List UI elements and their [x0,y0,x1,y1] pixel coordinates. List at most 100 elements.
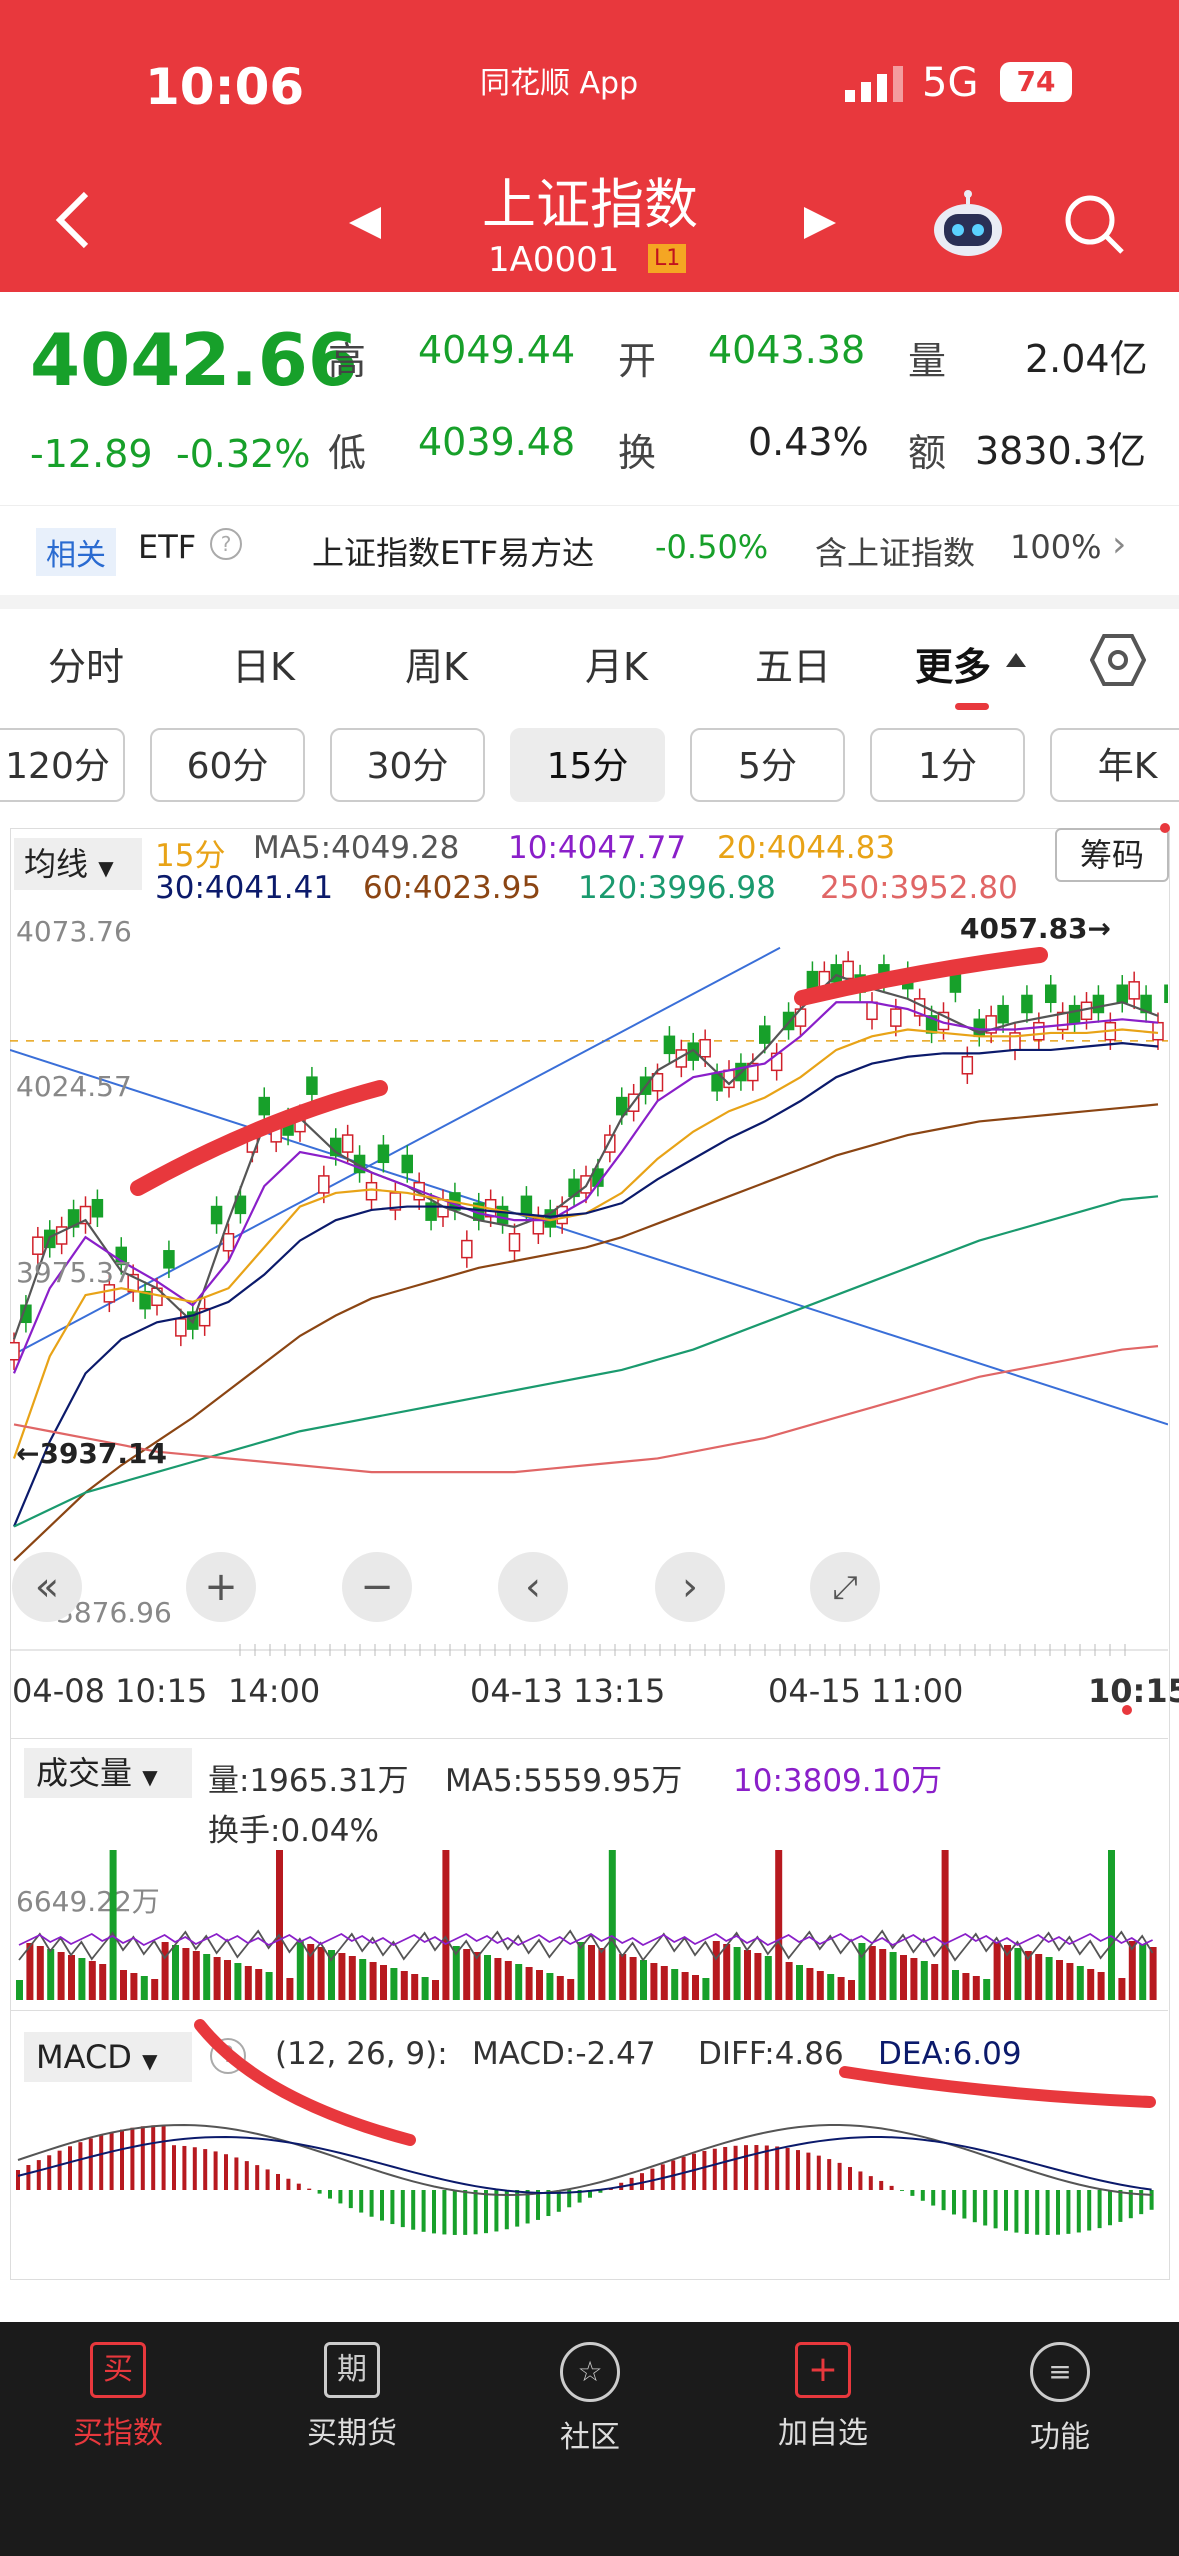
macd-bar [515,2190,520,2227]
volume-bar [57,1952,65,2000]
interval-15m[interactable]: 15分 [510,728,665,802]
nav-add-watchlist[interactable]: + 加自选 [743,2342,903,2452]
nav-buy-futures[interactable]: 期 买期货 [272,2342,432,2452]
prev-index-button[interactable] [345,203,385,247]
volume-chart[interactable] [10,1810,1168,2000]
macd-bar [307,2188,312,2190]
volume-bar [130,1973,138,2000]
macd-bar [1149,2190,1154,2210]
related-etf-bar[interactable]: 相关 ETF ? 上证指数ETF易方达 -0.50% 含上证指数 100% › [0,505,1179,594]
nav-community[interactable]: ☆ 社区 [510,2342,670,2456]
help-icon[interactable]: ? [210,2038,246,2074]
volume-bar [296,1941,304,2000]
volume-bar [712,1941,720,2000]
volume-bar [692,1975,699,2000]
volume-bar [723,1944,731,2000]
live-dot [1122,1705,1132,1715]
macd-bar [36,2160,41,2190]
help-icon[interactable]: ? [210,528,242,560]
candle-body [1021,994,1033,1014]
macd-bar [556,2190,561,2212]
chip-button[interactable]: 筹码 [1055,828,1169,882]
interval-60m[interactable]: 60分 [150,728,305,802]
macd-bar [16,2170,20,2190]
back-button[interactable] [52,190,92,254]
interval-120m[interactable]: 120分 [0,728,125,802]
fullscreen-icon[interactable]: ⤢ [810,1552,880,1622]
volume-bar [109,1850,117,2000]
search-icon[interactable] [1062,192,1126,260]
macd-bar [328,2190,332,2199]
volume-bar [681,1972,689,2000]
zoom-in-icon[interactable]: + [186,1552,256,1622]
tab-more[interactable]: 更多 [915,645,992,689]
volume-select[interactable]: 成交量 ▼ [24,1748,192,1798]
candle-body [806,970,819,990]
assistant-robot-icon[interactable] [930,190,1006,264]
candlestick-chart[interactable] [10,905,1168,1635]
volume-bar [556,1976,564,2000]
interval-yearly-k[interactable]: 年K [1050,728,1179,802]
tab-daily-k[interactable]: 日K [232,645,295,689]
macd-select[interactable]: MACD ▼ [24,2032,192,2082]
volume-bar [317,1947,325,2000]
nav-functions[interactable]: ≡ 功能 [980,2342,1140,2456]
divider [0,595,1179,609]
interval-30m[interactable]: 30分 [330,728,485,802]
macd-bar [910,2190,915,2196]
candle-body [747,1062,759,1082]
tab-weekly-k[interactable]: 周K [405,645,468,689]
app-header: 10:06 同花顺 App 5G 74 上证指数 1A0001 L1 [0,0,1179,292]
volume-bar [931,1964,939,2000]
volume-bar [276,1850,283,2000]
diff-line [17,2124,1152,2196]
volume-bar [1035,1954,1043,2000]
macd-bar [993,2190,998,2229]
volume-bar [1014,1948,1022,2000]
macd-bar [744,2145,748,2190]
volume-bar [244,1966,252,2000]
rewind-icon[interactable]: « [12,1552,82,1622]
holding-value: 100% [1010,528,1102,566]
volume-bar [400,1971,408,2000]
nav-buy-index[interactable]: 买 买指数 [38,2342,198,2452]
interval-1m[interactable]: 1分 [870,728,1025,802]
zoom-out-icon[interactable]: − [342,1552,412,1622]
legend-ma20: 20:4044.83 [717,830,896,866]
next-index-button[interactable] [800,203,840,247]
nav-label: 社区 [560,2420,620,2455]
macd-bar [1076,2190,1081,2233]
volume-bar [629,1957,637,2000]
x-axis-ticks [10,1644,1168,1656]
candle-body [985,1015,997,1034]
macd-bar [338,2190,343,2204]
volume-bar [224,1960,231,2000]
tab-monthly-k[interactable]: 月K [585,645,648,689]
volume-bar [525,1967,533,2000]
high-value: 4049.44 [418,328,576,372]
tab-intraday[interactable]: 分时 [48,645,125,689]
volume-bar [962,1973,970,2000]
candle-body [377,1144,390,1164]
interval-5m[interactable]: 5分 [690,728,845,802]
ma-select[interactable]: 均线 ▼ [14,838,142,890]
active-tab-indicator [955,703,989,710]
volume-bar [1139,1944,1147,2000]
tab-five-day[interactable]: 五日 [755,645,832,689]
macd-chart[interactable] [10,2080,1168,2280]
scroll-left-icon[interactable]: ‹ [498,1552,568,1622]
scroll-right-icon[interactable]: › [655,1552,725,1622]
volume-bar [47,1949,55,2000]
settings-hexagon-icon[interactable] [1089,632,1147,692]
volume-bar [390,1968,398,2000]
app-name: 同花顺 App [480,66,639,101]
volume-bar [889,1952,897,2000]
macd-bar [650,2168,655,2190]
candle-body [306,1076,318,1095]
macd-bar [577,2190,582,2203]
volume-bar [806,1968,814,2000]
macd-bar [26,2165,31,2190]
macd-bar [536,2190,540,2220]
macd-bar [941,2190,946,2211]
volume-bar [68,1955,75,2000]
